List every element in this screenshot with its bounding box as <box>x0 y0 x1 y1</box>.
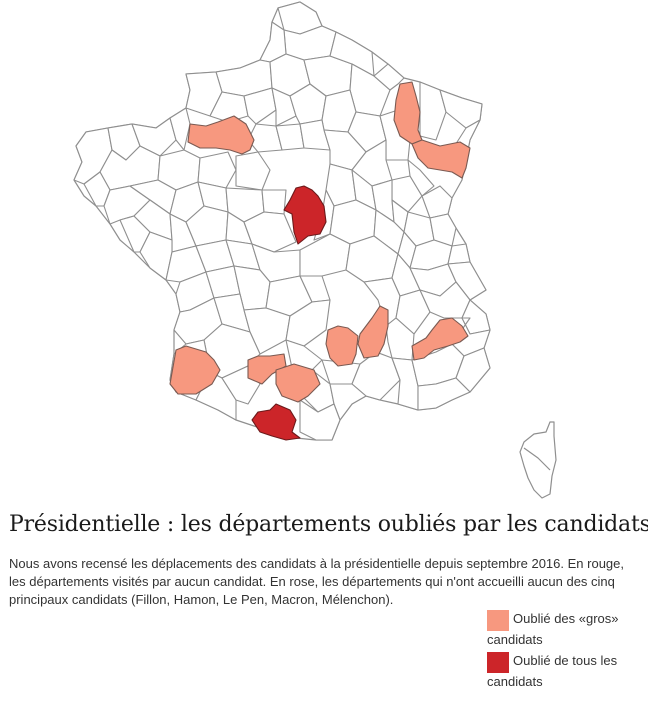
legend-label-red: Oublié de tous les candidats <box>487 653 618 689</box>
corsica-outline <box>519 421 557 499</box>
page-title: Présidentielle : les départements oublié… <box>9 512 648 537</box>
dept-cantal <box>325 325 359 367</box>
dept-orne <box>187 115 255 155</box>
france-map <box>73 1 557 499</box>
departments-base <box>73 1 491 441</box>
dept-tarn <box>275 363 321 403</box>
dept-ariege <box>251 403 301 441</box>
legend-label-pink: Oublié des «gros» candidats <box>487 611 619 647</box>
dept-cher <box>283 185 327 245</box>
legend: Oublié des «gros» candidats Oublié de to… <box>487 610 637 694</box>
legend-item-red: Oublié de tous les candidats <box>487 652 637 691</box>
red-departments <box>251 185 327 441</box>
pink-departments <box>169 81 471 403</box>
legend-item-pink: Oublié des «gros» candidats <box>487 610 637 649</box>
departments-map <box>73 1 557 499</box>
dept-haute-marne-vosges <box>411 139 471 179</box>
dept-tarn-et-garonne <box>247 353 287 385</box>
dept-landes <box>169 345 221 395</box>
dept-drome-isere <box>411 317 469 361</box>
description: Nous avons recensé les déplacements des … <box>9 556 624 607</box>
legend-swatch-red <box>487 652 509 673</box>
legend-swatch-pink <box>487 610 509 631</box>
corsica-divider <box>523 447 551 471</box>
dept-haute-loire <box>357 305 389 359</box>
